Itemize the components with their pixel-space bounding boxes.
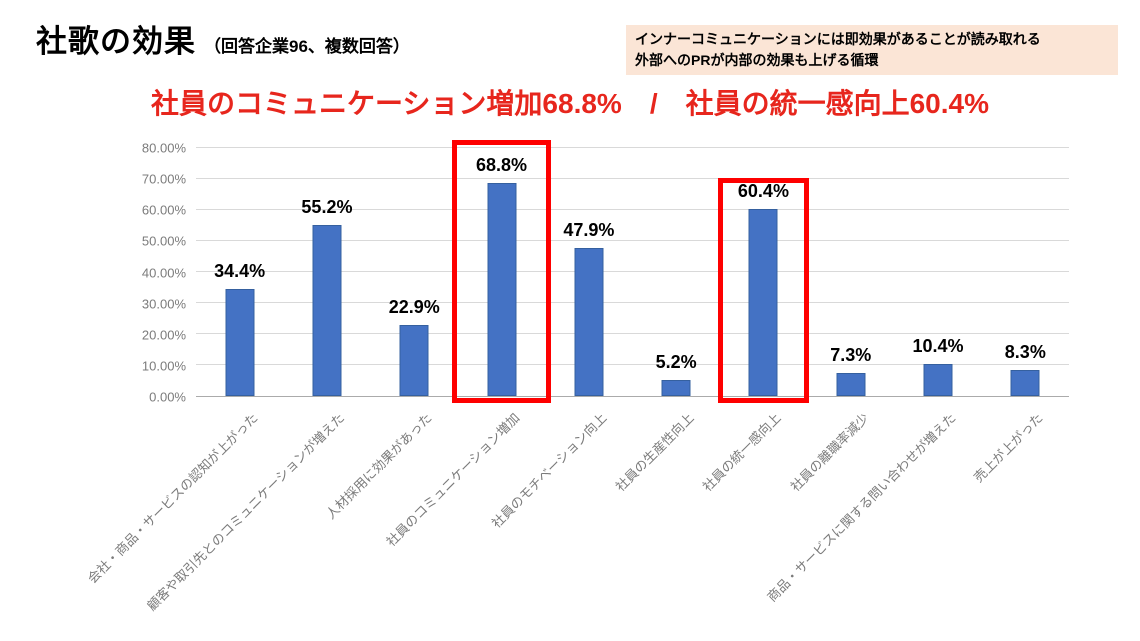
bar-value-label: 10.4% — [912, 335, 964, 356]
y-tick-label: 20.00% — [141, 327, 186, 343]
category-label: 社員の離職率減少 — [787, 410, 872, 495]
bar-column: 55.2% 顧客や取引先とのコミュニケーションが増えた — [144, 148, 370, 614]
bar — [399, 325, 429, 396]
category-label: 売上が上がった — [971, 410, 1047, 486]
bar-value-label: 47.9% — [563, 219, 615, 240]
bar — [225, 289, 255, 396]
y-tick-label: 60.00% — [141, 202, 186, 218]
bar — [312, 224, 342, 396]
y-tick-label: 30.00% — [141, 296, 186, 312]
bar-value-label: 5.2% — [655, 351, 697, 372]
bar — [748, 208, 778, 396]
bar-value-label: 55.2% — [301, 196, 353, 217]
gridline — [196, 209, 1069, 210]
bar — [574, 247, 604, 396]
bar-value-label: 7.3% — [830, 345, 872, 366]
gridline — [196, 240, 1069, 241]
page-title-suffix: （回答企業96、複数回答） — [204, 37, 410, 56]
page-title: 社歌の効果 — [36, 24, 196, 59]
bar-columns: 34.4% 会社・商品・サービスの認知が上がった 55.2% 顧客や取引先とのコミュニ… — [84, 148, 1069, 614]
category-label: 社員の生産性向上 — [612, 410, 697, 495]
category-label: 顧客や取引先とのコミュニケーションが増えた — [144, 410, 348, 614]
bar-value-label: 8.3% — [1004, 342, 1046, 363]
bar-value-label: 22.9% — [388, 297, 440, 318]
y-axis: 0.00% 10.00% 20.00% 30.00% 40.00% 50.00% 60.00… — [80, 141, 186, 405]
annotation-note-line2: 外部へのPRが内部の効果も上げる循環 — [635, 52, 879, 68]
gridline — [196, 178, 1069, 179]
bar-value-label: 68.8% — [476, 154, 528, 175]
highlight-box — [451, 140, 552, 403]
gridline — [196, 333, 1069, 334]
gridline — [196, 271, 1069, 272]
bar-column: 10.4% 商品・サービスに関する問い合わせが増えた — [764, 148, 981, 605]
y-tick-label: 10.00% — [141, 358, 186, 374]
plot-area: 34.4% 会社・商品・サービスの認知が上がった 55.2% 顧客や取引先とのコミュニ… — [84, 140, 1069, 614]
bar-column: 34.4% 会社・商品・サービスの認知が上がった — [84, 148, 283, 586]
y-tick-label: 0.00% — [149, 389, 186, 405]
bar — [661, 379, 691, 396]
key-findings-headline: 社員のコミュニケーション増加68.8% / 社員の統一感向上60.4% — [150, 88, 989, 119]
bar-value-label: 34.4% — [214, 261, 266, 282]
bar — [1010, 370, 1040, 396]
highlight-box — [717, 178, 810, 403]
title-row: 社歌の効果 （回答企業96、複数回答） — [36, 16, 410, 61]
gridline — [196, 302, 1069, 303]
bar-column: 60.4% 社員の統一感向上 — [700, 148, 807, 495]
bar-column: 68.8% 社員のコミュニケーション増加 — [383, 148, 545, 550]
y-tick-label: 50.00% — [141, 233, 186, 249]
bar — [487, 182, 517, 396]
bar-column: 7.3% 社員の離職率減少 — [787, 148, 894, 494]
gridline — [196, 147, 1069, 148]
bar-column: 5.2% 社員の生産性向上 — [613, 148, 719, 494]
bar-value-label: 60.4% — [737, 180, 789, 201]
bar-column: 22.9% 人材採用に効果があった — [323, 148, 458, 522]
y-tick-label: 80.00% — [141, 140, 186, 156]
annotation-note: インナーコミュニケーションには即効果があることが読み取れる 外部へのPRが内部の… — [626, 25, 1118, 75]
category-label: 商品・サービスに関する問い合わせが増えた — [764, 410, 959, 605]
annotation-note-line1: インナーコミュニケーションには即効果があることが読み取れる — [635, 31, 1041, 47]
y-tick-label: 40.00% — [141, 265, 186, 280]
bar-column: 8.3% 売上が上がった — [971, 148, 1069, 485]
category-label: 会社・商品・サービスの認知が上がった — [84, 410, 261, 587]
bar — [923, 363, 953, 396]
bar — [836, 373, 866, 396]
category-label: 社員の統一感向上 — [700, 410, 785, 495]
gridline — [196, 364, 1069, 365]
y-tick-label: 70.00% — [141, 171, 186, 187]
bar-column: 47.9% 社員のモチベーション向上 — [489, 148, 632, 531]
